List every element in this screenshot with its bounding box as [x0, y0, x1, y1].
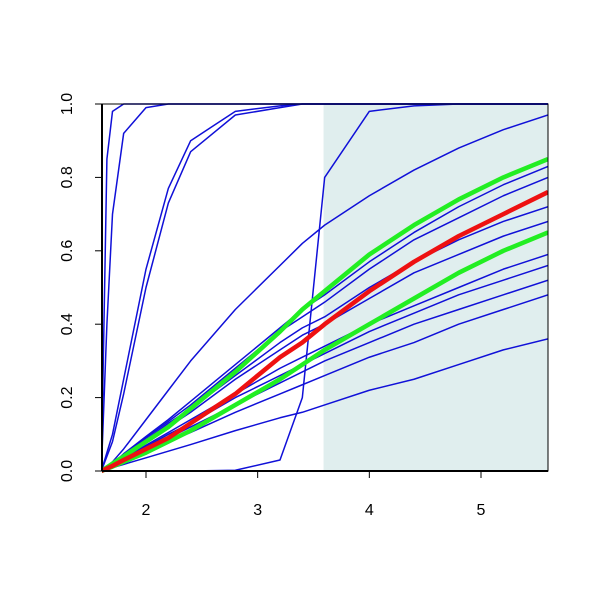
series-line: [102, 156, 548, 473]
y-tick-label: 0.2: [59, 386, 76, 408]
series-line: [102, 190, 548, 474]
y-tick-label: 0.0: [59, 460, 76, 482]
x-tick-label: 5: [477, 502, 486, 519]
y-tick-label: 0.8: [59, 166, 76, 188]
x-tick-label: 2: [142, 502, 151, 519]
x-tick-label: 3: [253, 502, 262, 519]
y-tick-label: 0.6: [59, 240, 76, 262]
series-line: [102, 114, 548, 472]
y-tick-label: 0.4: [59, 313, 76, 335]
x-tick-label: 4: [365, 502, 374, 519]
y-tick-label: 1.0: [59, 93, 76, 115]
